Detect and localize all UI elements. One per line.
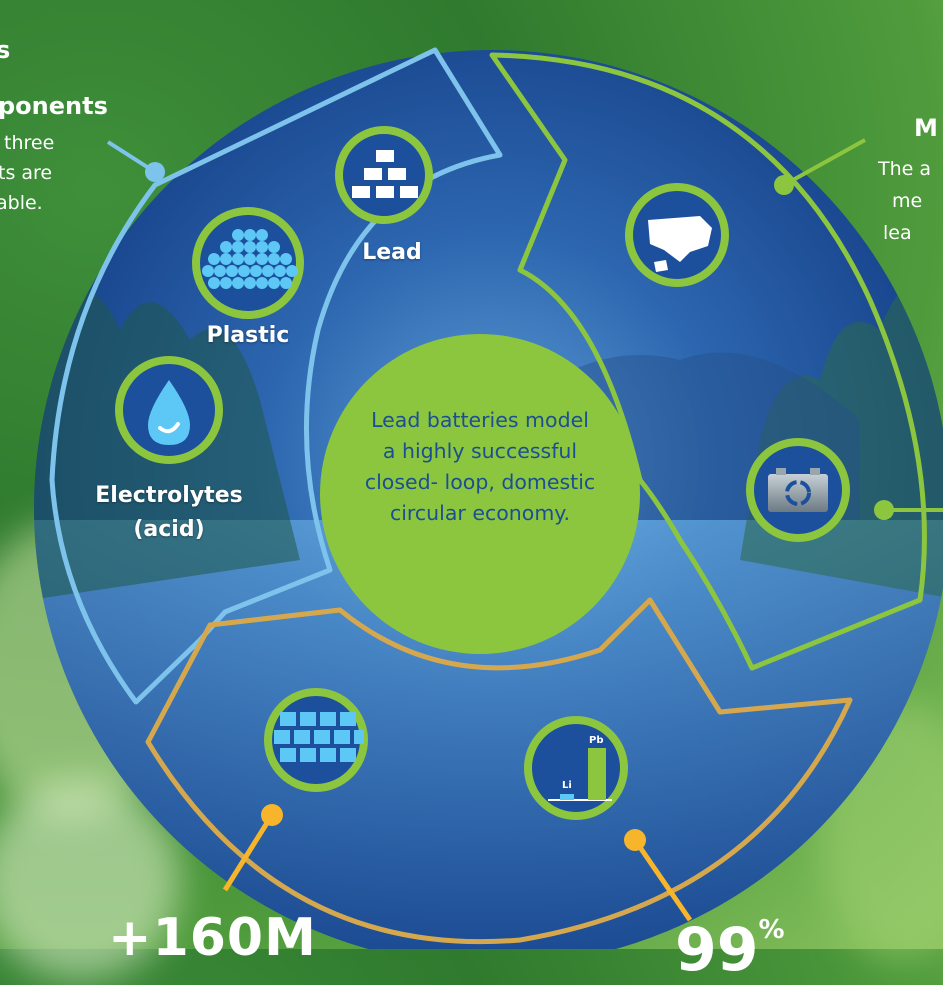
- left-pointer-dot: [145, 162, 165, 182]
- left-partial-glyph: s: [0, 36, 11, 64]
- battery-grid-icon: [264, 688, 368, 792]
- plastic-label: Plastic: [206, 323, 290, 348]
- bottom-left-pointer-dot: [261, 804, 283, 826]
- right-mid-pointer-dot: [874, 500, 894, 520]
- domestic-segment-outline: [489, 52, 927, 671]
- li-bar: [560, 794, 574, 800]
- components-segment-outline: [49, 47, 503, 705]
- usa-map-icon: [625, 183, 729, 287]
- center-circle: [320, 334, 640, 654]
- water-drop-icon: [115, 356, 223, 464]
- right-line-3: lea: [883, 222, 912, 244]
- center-text: Lead batteries model a highly successful…: [318, 405, 642, 529]
- center-line-2: a highly successful: [382, 439, 578, 463]
- left-line-2: ts are: [0, 162, 53, 184]
- center-line-4: circular economy.: [389, 501, 571, 525]
- center-line-3: closed- loop, domestic: [364, 470, 596, 494]
- pb-label: Pb: [589, 735, 604, 746]
- bottom-right-pointer-dot: [624, 829, 646, 851]
- plastic-pellets-icon: [192, 207, 304, 319]
- left-line-1: three: [4, 132, 55, 154]
- right-stat: 99%: [675, 915, 785, 985]
- right-pointer-dot: [774, 175, 794, 195]
- left-stat: +160M: [108, 908, 317, 968]
- recycling-segment-outline: [145, 597, 853, 945]
- bottom-left-pointer-line: [222, 813, 275, 892]
- center-line-1: Lead batteries model: [371, 408, 589, 432]
- circular-economy-diagram: [34, 47, 943, 949]
- right-heading: M: [914, 114, 938, 142]
- li-label: Li: [562, 780, 572, 791]
- right-pointer-line: [783, 138, 866, 187]
- right-line-2: me: [892, 190, 923, 212]
- right-stat-number: 99: [675, 915, 759, 985]
- left-line-3: able.: [0, 192, 43, 214]
- right-line-1: The a: [878, 158, 932, 180]
- battery-recycle-icon: [746, 438, 850, 542]
- bottom-right-pointer-line: [632, 838, 693, 922]
- electrolytes-label: Electrolytes: [95, 483, 243, 508]
- left-heading: ponents: [0, 92, 108, 120]
- bar-chart-icon: [524, 716, 628, 820]
- pb-bar: [588, 748, 606, 800]
- gold-bars-icon: [335, 126, 433, 224]
- right-stat-unit: %: [758, 915, 785, 945]
- background-blur: [0, 780, 180, 980]
- electrolytes-sub-label: (acid): [133, 517, 205, 542]
- lead-label: Lead: [362, 240, 422, 265]
